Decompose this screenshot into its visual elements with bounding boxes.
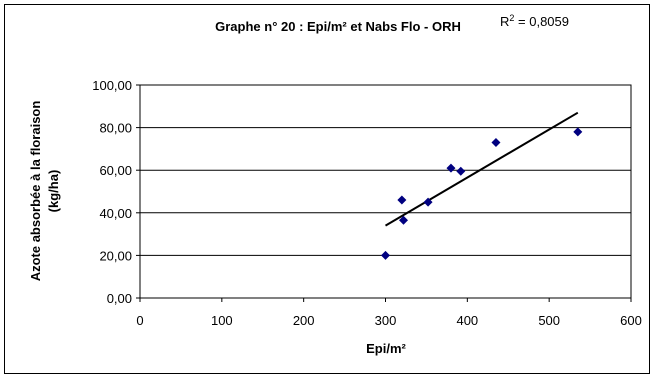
chart-title: Graphe n° 20 : Epi/m² et Nabs Flo - ORH [215,19,461,34]
y-tick-label: 20,00 [99,248,132,263]
data-point [423,197,433,207]
x-tick-label: 400 [456,313,478,328]
y-axis-label-line1: Azote absorbée à la floraison [28,101,43,282]
data-point [399,215,409,225]
y-tick-label: 60,00 [99,163,132,178]
x-tick-label: 200 [293,313,315,328]
chart-frame [4,4,650,374]
data-point [381,250,390,260]
y-axis-ticks: 0,00 20,00 40,00 60,00 80,00 100,00 [92,78,140,306]
trendline [384,111,579,227]
x-tick-label: 0 [136,313,143,328]
data-point [491,138,501,148]
x-axis-label: Epi/m² [366,341,406,356]
data-point [397,195,407,205]
data-point [573,127,583,137]
data-point [446,163,456,173]
x-tick-label: 600 [620,313,642,328]
x-tick-label: 300 [375,313,397,328]
y-axis-label-line2: (kg/ha) [46,170,61,213]
y-tick-label: 100,00 [92,78,132,93]
plot-area [139,84,632,299]
y-tick-label: 0,00 [107,291,132,306]
data-points [381,127,583,260]
y-tick-label: 40,00 [99,206,132,221]
gridlines [140,127,631,256]
x-tick-label: 500 [538,313,560,328]
x-axis-ticks: 0 100 200 300 400 500 600 [136,298,642,328]
y-axis-label: Azote absorbée à la floraison (kg/ha) [28,101,61,282]
data-point [456,166,466,176]
r-squared-label: R2 = 0,8059 [500,13,569,29]
x-tick-label: 100 [211,313,233,328]
y-tick-label: 80,00 [99,121,132,136]
